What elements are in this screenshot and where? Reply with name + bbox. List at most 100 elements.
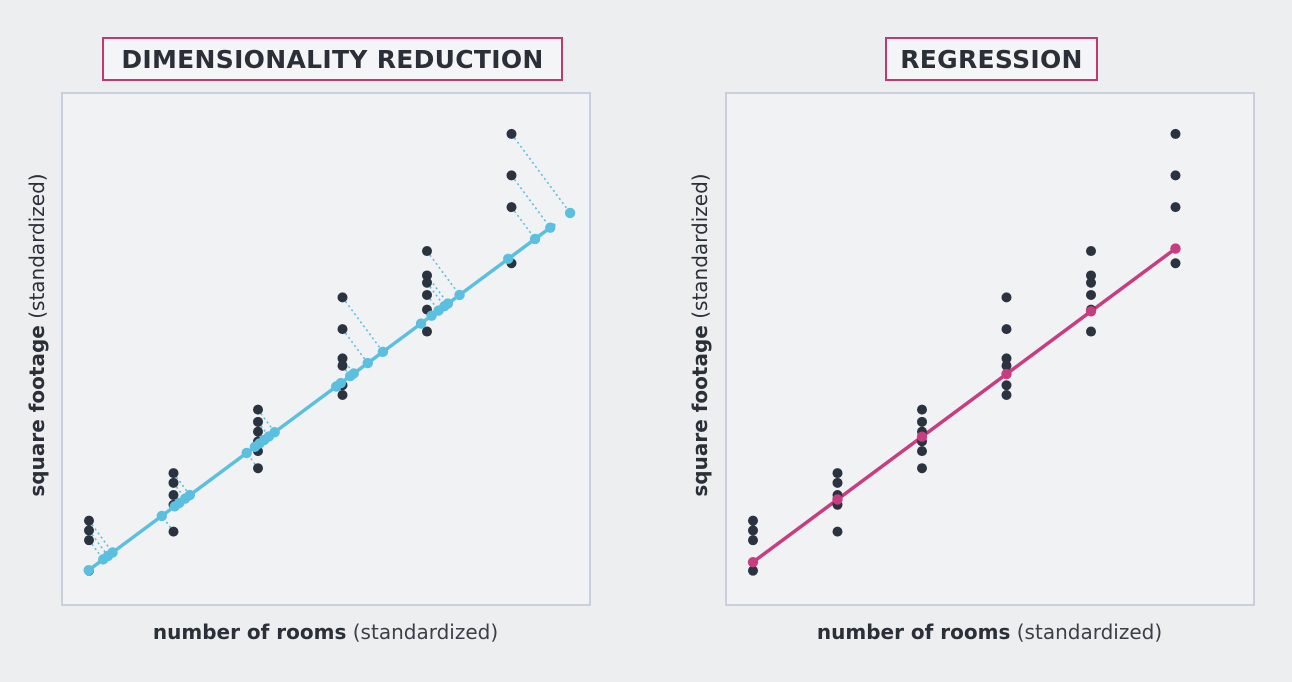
projection-guide (341, 328, 369, 364)
data-point (422, 289, 432, 300)
data-point (1001, 324, 1012, 335)
guides-group (88, 133, 571, 572)
projected-point (156, 510, 168, 522)
data-point (748, 525, 758, 536)
projection-guide (88, 529, 109, 557)
predicted-point (747, 556, 759, 568)
fit-line-group (87, 223, 556, 572)
panel-title-text: DIMENSIONALITY REDUCTION (121, 44, 544, 74)
data-point (1170, 170, 1181, 181)
data-point (1001, 360, 1012, 371)
y-axis-label-unit: (standardized) (25, 173, 49, 326)
principal-axis-line (87, 223, 556, 572)
data-point (253, 463, 263, 474)
y-axis-label-left: square footage (standardized) (22, 145, 52, 525)
data-point (168, 490, 179, 501)
plot-dimensionality-reduction (61, 92, 591, 606)
projected-point (529, 233, 541, 245)
projected-point (362, 357, 373, 369)
x-axis-label-left: number of rooms (standardized) (61, 620, 590, 644)
points-group (84, 128, 517, 576)
data-point (832, 468, 843, 479)
data-point (337, 324, 348, 335)
data-point (832, 526, 843, 537)
projected-point (426, 310, 437, 321)
data-point (832, 477, 843, 488)
projected-point (377, 346, 389, 358)
y-axis-label-bold: square footage (688, 325, 712, 497)
panel-title-text: REGRESSION (900, 44, 1083, 74)
plot-canvas-left (83, 128, 576, 576)
data-point (917, 463, 927, 474)
data-point (917, 404, 927, 415)
projection-guide (510, 174, 551, 229)
x-axis-label-bold: number of rooms (152, 620, 347, 644)
projection-guide (88, 539, 104, 560)
projected-point (330, 381, 342, 392)
data-point (1170, 258, 1181, 269)
y-axis-label-bold: square footage (25, 325, 49, 497)
projected-point (454, 289, 465, 301)
data-point (84, 515, 94, 526)
data-point (253, 426, 263, 437)
projected-point (545, 222, 556, 233)
x-axis-label-right: number of rooms (standardized) (725, 620, 1254, 644)
projected-point (107, 547, 118, 558)
data-point (168, 477, 179, 488)
title-regression: REGRESSION (885, 37, 1098, 81)
data-point (337, 360, 348, 371)
data-point (337, 292, 348, 303)
projection-guide (341, 296, 384, 353)
predicted-point (916, 431, 928, 442)
data-point (1086, 326, 1096, 337)
projected-point (184, 489, 196, 501)
data-point (748, 535, 758, 546)
y-axis-label-unit: (standardized) (688, 173, 712, 326)
y-axis-label-right: square footage (standardized) (685, 145, 715, 525)
data-point (253, 404, 263, 415)
data-point (506, 128, 517, 139)
plot-canvas-right (747, 128, 1181, 576)
predicted-point (1170, 243, 1181, 254)
data-point (253, 416, 263, 427)
x-axis-label-unit: (standardized) (346, 620, 499, 644)
regression-line (751, 246, 1178, 564)
plot-regression (725, 92, 1255, 606)
data-point (506, 170, 517, 181)
data-point (1001, 390, 1012, 400)
data-point (422, 246, 432, 257)
data-point (506, 202, 517, 213)
points-group (748, 128, 1181, 576)
projection-guide (510, 133, 571, 214)
data-point (917, 416, 927, 427)
predicted-point (1085, 306, 1097, 317)
x-axis-label-unit: (standardized) (1010, 620, 1163, 644)
predicted-point (1001, 368, 1012, 380)
data-point (422, 277, 432, 288)
data-point (917, 446, 927, 457)
projected-points-group (747, 243, 1181, 568)
projection-guide (88, 520, 114, 553)
projected-points-group (83, 207, 576, 576)
data-point (748, 515, 758, 526)
data-point (1086, 277, 1096, 288)
data-point (1001, 380, 1012, 391)
data-point (422, 270, 432, 281)
predicted-point (832, 494, 843, 505)
title-dimensionality-reduction: DIMENSIONALITY REDUCTION (102, 37, 563, 81)
projection-guide (510, 206, 536, 240)
data-point (84, 525, 94, 536)
data-point (1170, 128, 1181, 139)
data-point (1086, 246, 1096, 257)
data-point (84, 535, 94, 546)
projected-point (415, 318, 427, 329)
projected-point (564, 207, 576, 219)
data-point (337, 353, 348, 364)
data-point (748, 565, 758, 576)
projected-point (269, 426, 280, 438)
data-point (1086, 270, 1096, 281)
data-point (337, 390, 348, 400)
projected-point (83, 565, 94, 576)
data-point (168, 468, 179, 479)
fit-line-group (751, 246, 1178, 564)
